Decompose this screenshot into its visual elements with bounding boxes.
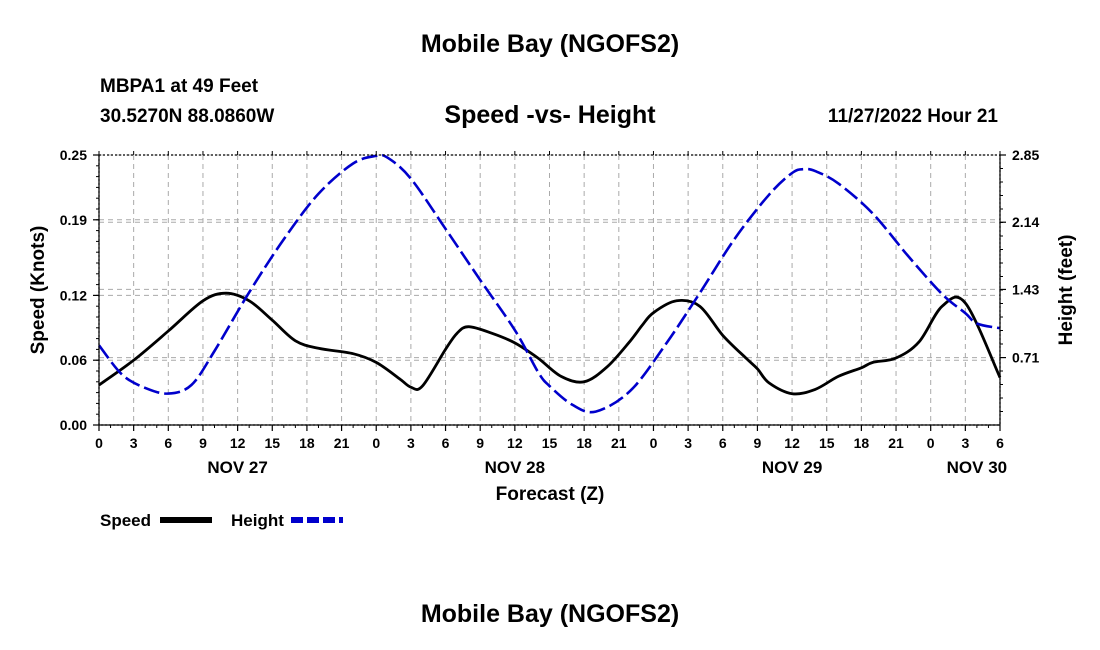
x-tick-label: 3 <box>407 435 415 451</box>
footer-title: Mobile Bay (NGOFS2) <box>420 600 680 628</box>
y2-axis-label: Height (feet) <box>1056 235 1077 346</box>
legend-label-speed: Speed <box>100 511 151 530</box>
series-line-speed <box>98 291 1002 396</box>
x-tick-label: 0 <box>372 435 380 451</box>
x-tick-label: 18 <box>299 435 315 451</box>
coordinates-label: 30.5270N 88.0860W <box>100 106 275 127</box>
y-tick-label: 0.19 <box>60 212 87 228</box>
x-tick-label: 3 <box>684 435 692 451</box>
date-label: NOV 27 <box>207 458 267 477</box>
x-axis-label: Forecast (Z) <box>496 484 605 505</box>
x-tick-label: 9 <box>476 435 484 451</box>
y-tick-label: 0.00 <box>60 417 87 433</box>
grid <box>99 154 1000 425</box>
x-tick-label: 6 <box>996 435 1004 451</box>
x-tick-label: 6 <box>164 435 172 451</box>
x-tick-label: 9 <box>754 435 762 451</box>
y-tick-label: 0.12 <box>60 287 87 303</box>
x-tick-label: 15 <box>264 435 280 451</box>
x-tick-label: 3 <box>961 435 969 451</box>
date-label: NOV 29 <box>762 458 822 477</box>
series-line-height <box>97 153 1001 414</box>
x-tick-label: 12 <box>230 435 246 451</box>
x-tick-label: 6 <box>719 435 727 451</box>
station-label: MBPA1 at 49 Feet <box>100 76 259 97</box>
x-tick-label: 21 <box>888 435 904 451</box>
y-axis-label: Speed (Knots) <box>28 226 49 355</box>
x-tick-label: 18 <box>854 435 870 451</box>
x-tick-label: 6 <box>442 435 450 451</box>
y-tick-label: 0.25 <box>60 147 87 163</box>
x-tick-label: 15 <box>819 435 835 451</box>
x-tick-label: 12 <box>507 435 523 451</box>
x-tick-label: 0 <box>650 435 658 451</box>
chart-subtitle: Speed -vs- Height <box>444 101 656 129</box>
x-tick-label: 3 <box>130 435 138 451</box>
chart-title: Mobile Bay (NGOFS2) <box>420 30 680 58</box>
date-label: NOV 28 <box>485 458 545 477</box>
legend: Speed Height <box>100 511 343 530</box>
x-tick-label: 0 <box>927 435 935 451</box>
series-group <box>97 153 1002 414</box>
y2-tick-label: 1.43 <box>1012 281 1039 297</box>
x-tick-label: 15 <box>542 435 558 451</box>
x-tick-label: 9 <box>199 435 207 451</box>
x-tick-label: 12 <box>784 435 800 451</box>
y2-tick-label: 2.85 <box>1012 147 1039 163</box>
x-tick-label: 21 <box>611 435 627 451</box>
y-tick-label: 0.06 <box>60 352 87 368</box>
legend-label-height: Height <box>231 511 284 530</box>
forecast-datetime: 11/27/2022 Hour 21 <box>827 106 998 127</box>
x-tick-label: 0 <box>95 435 103 451</box>
x-tick-label: 21 <box>334 435 350 451</box>
axes: 0 3 6 9 12 15 18 21 0 3 6 9 12 15 18 21 0 3 6 9 12 15 18 21 0 3 6 N… <box>60 147 1040 477</box>
x-tick-label: 18 <box>576 435 592 451</box>
y2-tick-label: 0.71 <box>1012 350 1039 366</box>
y2-tick-label: 2.14 <box>1012 214 1039 230</box>
date-label: NOV 30 <box>947 458 1007 477</box>
